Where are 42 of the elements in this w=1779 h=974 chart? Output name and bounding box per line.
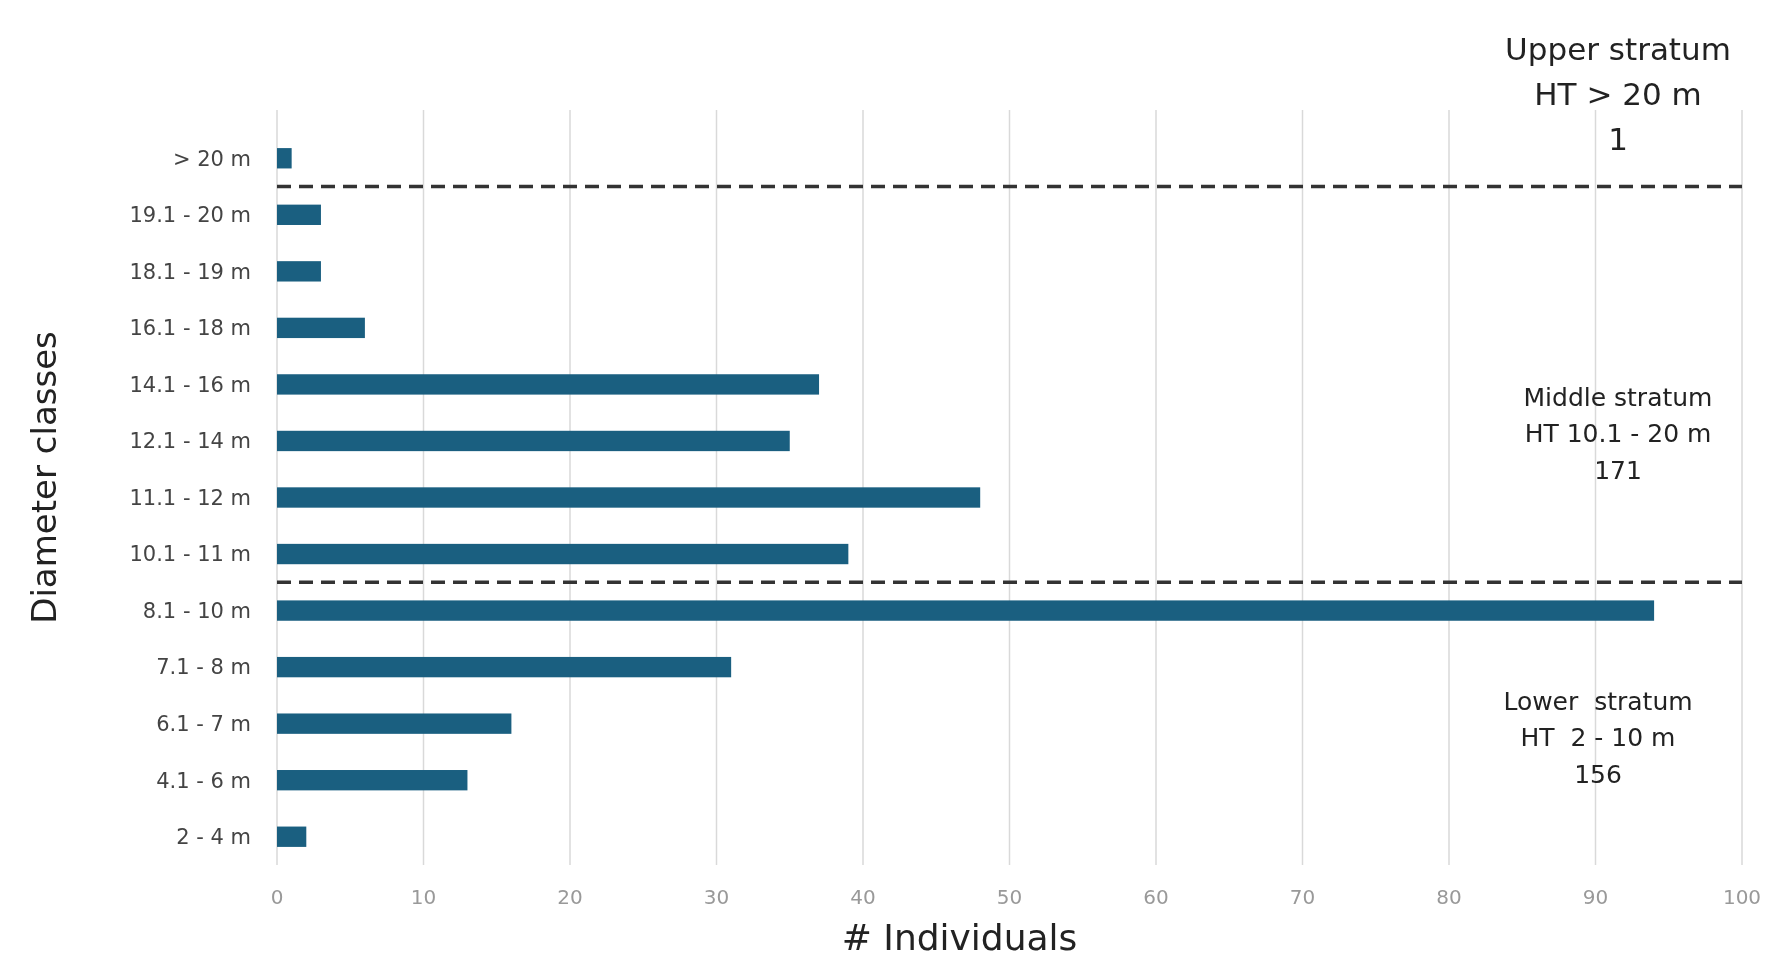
y-tick-label: 2 - 4 m <box>176 825 251 850</box>
y-tick-label: 4.1 - 6 m <box>156 768 251 793</box>
y-tick-label: 7.1 - 8 m <box>156 655 251 680</box>
x-tick-label: 0 <box>270 885 284 909</box>
bar <box>277 656 732 678</box>
y-tick-label: 10.1 - 11 m <box>129 542 251 567</box>
y-tick-label: 16.1 - 18 m <box>129 316 251 341</box>
bar <box>277 543 849 565</box>
annotation: Lower stratum HT 2 - 10 m 156 <box>1503 687 1693 789</box>
bar <box>277 826 307 847</box>
bar <box>277 770 468 791</box>
x-tick-label: 20 <box>557 885 583 909</box>
y-tick-label: 11.1 - 12 m <box>129 485 251 510</box>
x-tick-label: 30 <box>703 885 730 909</box>
y-tick-label: 19.1 - 20 m <box>129 203 251 228</box>
x-tick-label: 60 <box>1143 885 1169 909</box>
x-tick-label: 100 <box>1722 885 1762 909</box>
y-tick-label: 18.1 - 19 m <box>129 259 251 284</box>
y-axis-title: Diameter classes <box>24 331 64 624</box>
annotation: Middle stratum HT 10.1 - 20 m 171 <box>1523 383 1713 485</box>
bar <box>277 713 512 734</box>
x-tick-label: 40 <box>850 885 876 909</box>
y-tick-label: 8.1 - 10 m <box>142 598 251 623</box>
bar <box>277 204 321 225</box>
y-tick-label: 12.1 - 14 m <box>129 429 251 454</box>
annotation: Upper stratum HT > 20 m 1 <box>1505 31 1731 157</box>
bar <box>277 487 981 508</box>
y-tick-label: 6.1 - 7 m <box>156 712 251 736</box>
bar <box>277 261 321 282</box>
x-tick-label: 50 <box>996 885 1023 909</box>
bar <box>277 600 1655 621</box>
bar <box>277 317 365 339</box>
bar <box>277 430 790 452</box>
x-tick-label: 10 <box>410 885 437 909</box>
x-axis-title: # Individuals <box>841 917 1078 958</box>
x-tick-label: 70 <box>1289 885 1316 909</box>
bar <box>277 148 292 169</box>
y-tick-label: 14.1 - 16 m <box>129 372 251 397</box>
x-tick-label: 80 <box>1436 885 1462 909</box>
x-tick-label: 90 <box>1582 885 1609 909</box>
y-tick-label: > 20 m <box>172 146 251 171</box>
bar <box>277 374 820 395</box>
